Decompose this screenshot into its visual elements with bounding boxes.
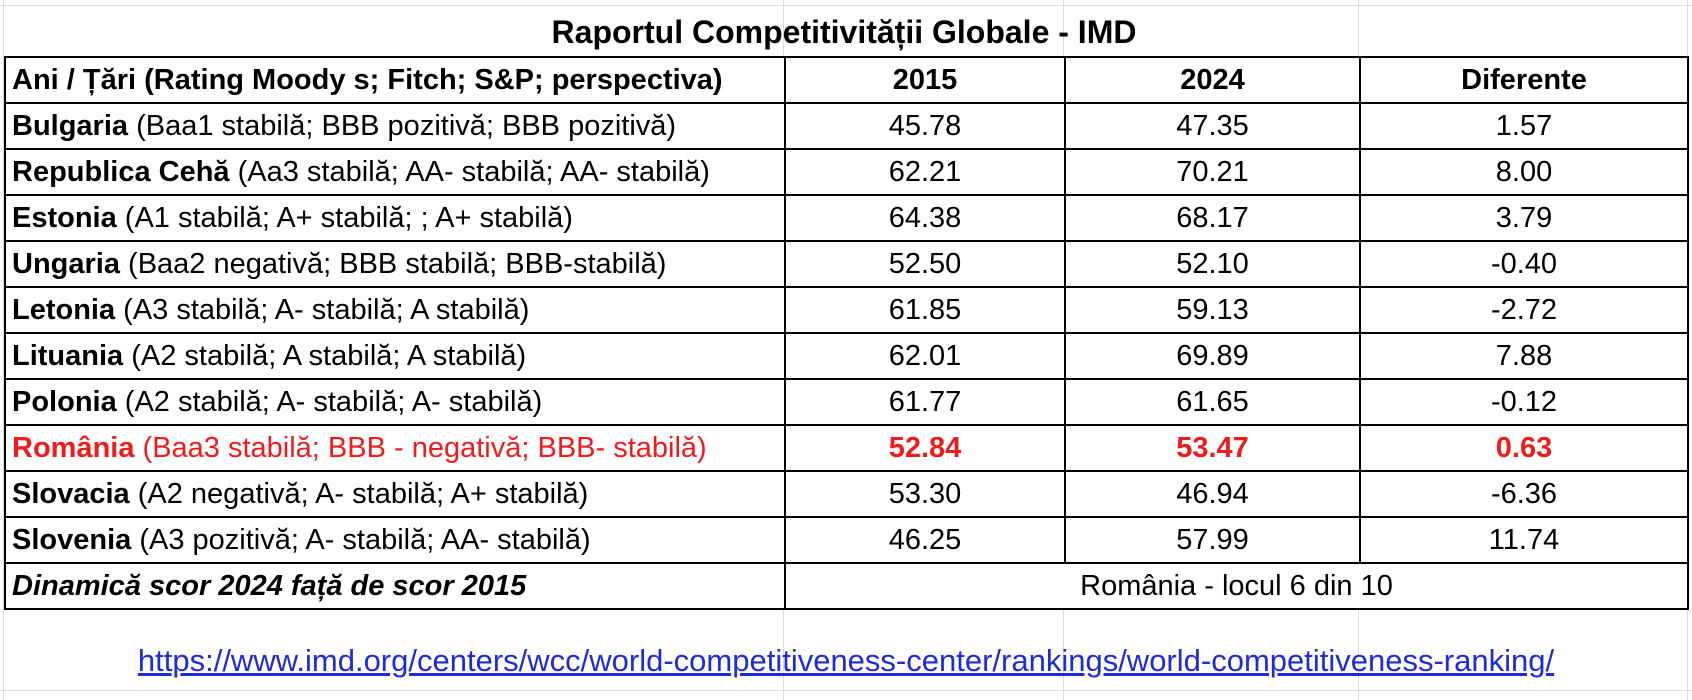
score-2015-cell[interactable]: 46.25 (784, 516, 1066, 564)
country-cell[interactable]: Lituania (A2 stabilă; A stabilă; A stabi… (4, 332, 786, 380)
country-name: Ungaria (12, 247, 120, 280)
difference-cell[interactable]: 7.88 (1359, 332, 1689, 380)
country-rating: (A3 pozitivă; A- stabilă; AA- stabilă) (131, 523, 591, 556)
header-row: Ani / Țări (Rating Moody s; Fitch; S&P; … (4, 56, 1689, 104)
country-name: Letonia (12, 293, 116, 326)
table-title: Raportul Competitivității Globale - IMD (551, 13, 1137, 50)
country-rating: (Baa1 stabilă; BBB pozitivă; BBB pozitiv… (128, 109, 677, 142)
table-row: Letonia (A3 stabilă; A- stabilă; A stabi… (4, 286, 1689, 334)
score-2015-cell[interactable]: 52.50 (784, 240, 1066, 288)
score-2024-cell[interactable]: 52.10 (1064, 240, 1361, 288)
country-name: România (12, 431, 135, 464)
country-cell[interactable]: Slovenia (A3 pozitivă; A- stabilă; AA- s… (4, 516, 786, 564)
country-rating: (A2 stabilă; A stabilă; A stabilă) (123, 339, 527, 372)
country-rating: (Aa3 stabilă; AA- stabilă; AA- stabilă) (229, 155, 710, 188)
score-2015-cell[interactable]: 64.38 (784, 194, 1066, 242)
header-2015-cell[interactable]: 2015 (784, 56, 1066, 104)
score-2015-cell[interactable]: 53.30 (784, 470, 1066, 518)
country-cell[interactable]: România (Baa3 stabilă; BBB - negativă; B… (4, 424, 786, 472)
competitiveness-table: Ani / Țări (Rating Moody s; Fitch; S&P; … (4, 56, 1689, 610)
country-rating: (A2 stabilă; A- stabilă; A- stabilă) (116, 385, 543, 418)
score-2024-cell[interactable]: 70.21 (1064, 148, 1361, 196)
difference-cell[interactable]: 3.79 (1359, 194, 1689, 242)
score-2024-cell[interactable]: 46.94 (1064, 470, 1361, 518)
country-name: Estonia (12, 201, 117, 234)
footer-row: Dinamică scor 2024 față de scor 2015 Rom… (4, 562, 1689, 610)
table-row: Bulgaria (Baa1 stabilă; BBB pozitivă; BB… (4, 102, 1689, 150)
country-rating: (Baa2 negativă; BBB stabilă; BBB-stabilă… (119, 247, 667, 280)
country-rating: (Baa3 stabilă; BBB - negativă; BBB- stab… (134, 431, 707, 464)
table-row: România (Baa3 stabilă; BBB - negativă; B… (4, 424, 1689, 472)
table-row: Polonia (A2 stabilă; A- stabilă; A- stab… (4, 378, 1689, 426)
country-name: Polonia (12, 385, 117, 418)
country-name: Bulgaria (12, 109, 129, 142)
country-cell[interactable]: Ungaria (Baa2 negativă; BBB stabilă; BBB… (4, 240, 786, 288)
score-2015-cell[interactable]: 62.21 (784, 148, 1066, 196)
country-rating: (A1 stabilă; A+ stabilă; ; A+ stabilă) (116, 201, 573, 234)
country-name: Lituania (12, 339, 124, 372)
country-name: Slovenia (12, 523, 132, 556)
difference-cell[interactable]: -2.72 (1359, 286, 1689, 334)
header-country-cell[interactable]: Ani / Țări (Rating Moody s; Fitch; S&P; … (4, 56, 786, 104)
table-row: Slovenia (A3 pozitivă; A- stabilă; AA- s… (4, 516, 1689, 564)
table-row: Estonia (A1 stabilă; A+ stabilă; ; A+ st… (4, 194, 1689, 242)
score-2024-cell[interactable]: 68.17 (1064, 194, 1361, 242)
country-cell[interactable]: Slovacia (A2 negativă; A- stabilă; A+ st… (4, 470, 786, 518)
score-2015-cell[interactable]: 45.78 (784, 102, 1066, 150)
score-2015-cell[interactable]: 52.84 (784, 424, 1066, 472)
score-2024-cell[interactable]: 61.65 (1064, 378, 1361, 426)
footer-label-cell[interactable]: Dinamică scor 2024 față de scor 2015 (4, 562, 786, 610)
country-cell[interactable]: Republica Cehă (Aa3 stabilă; AA- stabilă… (4, 148, 786, 196)
table-row: Lituania (A2 stabilă; A stabilă; A stabi… (4, 332, 1689, 380)
sheet-gridline (0, 690, 1692, 691)
score-2024-cell[interactable]: 57.99 (1064, 516, 1361, 564)
sheet-gridline (0, 5, 1692, 6)
score-2024-cell[interactable]: 59.13 (1064, 286, 1361, 334)
table-row: Ungaria (Baa2 negativă; BBB stabilă; BBB… (4, 240, 1689, 288)
difference-cell[interactable]: -0.40 (1359, 240, 1689, 288)
difference-cell[interactable]: 1.57 (1359, 102, 1689, 150)
score-2024-cell[interactable]: 47.35 (1064, 102, 1361, 150)
header-2024-cell[interactable]: 2024 (1064, 56, 1361, 104)
country-name: Republica Cehă (12, 155, 230, 188)
table-row: Republica Cehă (Aa3 stabilă; AA- stabilă… (4, 148, 1689, 196)
difference-cell[interactable]: 8.00 (1359, 148, 1689, 196)
footer-value-cell[interactable]: România - locul 6 din 10 (784, 562, 1689, 610)
difference-cell[interactable]: 11.74 (1359, 516, 1689, 564)
country-cell[interactable]: Bulgaria (Baa1 stabilă; BBB pozitivă; BB… (4, 102, 786, 150)
difference-cell[interactable]: -6.36 (1359, 470, 1689, 518)
header-diff-cell[interactable]: Diferente (1359, 56, 1689, 104)
country-cell[interactable]: Polonia (A2 stabilă; A- stabilă; A- stab… (4, 378, 786, 426)
country-rating: (A3 stabilă; A- stabilă; A stabilă) (115, 293, 530, 326)
sheet-gridline (3, 0, 4, 700)
score-2024-cell[interactable]: 69.89 (1064, 332, 1361, 380)
difference-cell[interactable]: 0.63 (1359, 424, 1689, 472)
score-2015-cell[interactable]: 62.01 (784, 332, 1066, 380)
table-row: Slovacia (A2 negativă; A- stabilă; A+ st… (4, 470, 1689, 518)
source-link[interactable]: https://www.imd.org/centers/wcc/world-co… (137, 643, 1555, 678)
score-2024-cell[interactable]: 53.47 (1064, 424, 1361, 472)
country-cell[interactable]: Letonia (A3 stabilă; A- stabilă; A stabi… (4, 286, 786, 334)
country-rating: (A2 negativă; A- stabilă; A+ stabilă) (129, 477, 589, 510)
difference-cell[interactable]: -0.12 (1359, 378, 1689, 426)
country-cell[interactable]: Estonia (A1 stabilă; A+ stabilă; ; A+ st… (4, 194, 786, 242)
score-2015-cell[interactable]: 61.85 (784, 286, 1066, 334)
country-name: Slovacia (12, 477, 130, 510)
score-2015-cell[interactable]: 61.77 (784, 378, 1066, 426)
